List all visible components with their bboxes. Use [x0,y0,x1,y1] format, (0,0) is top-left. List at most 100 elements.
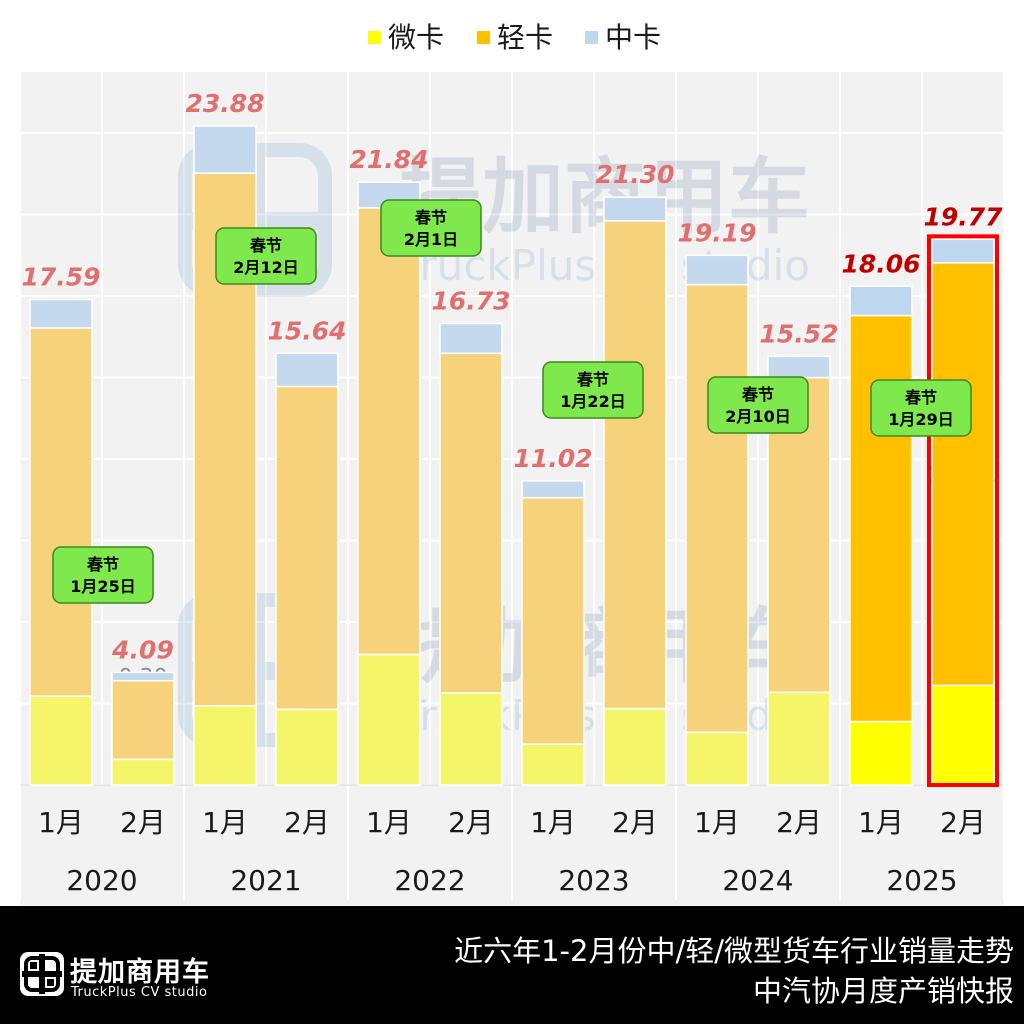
bar-segment-微卡 [439,692,503,786]
total-value-label: 23.88 [185,89,264,118]
x-tick-label: 2月 [940,806,986,839]
total-value-label: 15.64 [267,316,346,345]
bar-segment-轻卡 [931,262,995,687]
callout-box [380,199,482,257]
callout-label: 春节 [414,208,447,227]
year-label: 2021 [230,864,301,897]
bar-segment-中卡 [603,196,667,222]
logo-text-en: TruckPlus CV studio [71,985,208,1000]
total-value-label: 15.52 [759,319,838,348]
bar-segment-中卡 [849,285,913,317]
total-value-label: 16.73 [431,287,510,316]
callout-date: 2月10日 [725,407,790,426]
year-label: 2024 [722,864,793,897]
legend-swatch [477,31,490,44]
callout-box [215,227,317,285]
bar-segment-微卡 [111,758,175,786]
spring-festival-callout: 春节 1月29日 [870,379,972,437]
callout-box [542,361,644,419]
bar-segment-中卡 [275,352,339,388]
x-tick-label: 2月 [120,806,166,839]
spring-festival-callout: 春节 1月22日 [542,361,644,419]
bar-segment-轻卡 [685,283,749,734]
callout-label: 春节 [249,236,282,255]
callout-date: 1月25日 [70,577,135,596]
truckplus-logo-icon [20,952,64,996]
spring-festival-callout: 春节 2月12日 [215,227,317,285]
x-tick-label: 2月 [448,806,494,839]
bar-segment-轻卡 [357,207,421,656]
callout-box [52,546,154,604]
x-tick-label: 2月 [612,806,658,839]
total-value-label: 19.19 [677,218,756,247]
year-label: 2025 [886,864,957,897]
bar-segment-微卡 [357,653,421,786]
bar-segment-微卡 [193,705,257,786]
bar-segment-中卡 [29,298,93,329]
legend-label: 中卡 [605,21,661,54]
x-tick-label: 2月 [776,806,822,839]
footer-title: 近六年1-2月份中/轻/微型货车行业销量走势 [454,934,1014,968]
bar-segment-微卡 [521,743,585,786]
bar-segment-中卡 [521,480,585,499]
bar-segment-微卡 [931,684,995,786]
bar-segment-轻卡 [29,327,93,697]
footer-banner: 提加商用车 TruckPlus CV studio 近六年1-2月份中/轻/微型… [0,906,1024,1024]
legend-swatch [368,31,381,44]
bar-segment-中卡 [931,238,995,264]
year-label: 2023 [558,864,629,897]
bar-segment-微卡 [767,691,831,786]
bar-segment-轻卡 [439,352,503,694]
bar-segment-中卡 [767,355,831,379]
bar-segment-中卡 [685,254,749,286]
callout-date: 2月1日 [404,230,458,249]
callout-label: 春节 [904,388,937,407]
bar-segment-中卡 [111,671,175,682]
callout-label: 春节 [86,555,119,574]
total-value-label: 4.09 [111,635,174,664]
legend-label: 轻卡 [497,21,553,54]
bar-segment-微卡 [29,695,93,786]
bar-segment-微卡 [685,731,749,786]
bar-segment-微卡 [603,707,667,786]
spring-festival-callout: 春节 1月25日 [52,546,154,604]
callout-box [870,379,972,437]
total-value-label: 21.30 [595,160,674,189]
legend-label: 微卡 [388,21,444,54]
callout-label: 春节 [576,370,609,389]
bar-segment-轻卡 [603,220,667,710]
highlight-border [927,234,999,787]
callout-box [707,376,809,434]
x-tick-label: 1月 [694,806,740,839]
bar-segment-轻卡 [111,679,175,761]
bar-segment-中卡 [193,125,257,174]
legend: 微卡 轻卡 中卡 [368,21,661,54]
total-value-label: 19.77 [923,202,1003,231]
x-axis: 1月 2月 1月 2月 1月 2月 1月 2月 1月 2月 1月 2月 2020 2021 2022 2023… [19,784,1005,905]
bar-segment-微卡 [275,708,339,786]
bar-segment-微卡 [849,720,913,786]
total-value-label: 18.06 [841,249,920,278]
total-value-label: 21.84 [349,145,428,174]
total-value-label: 17.59 [21,263,100,292]
legend-swatch [585,31,598,44]
bar-segment-轻卡 [521,496,585,745]
logo-text-cn: 提加商用车 [70,957,210,988]
x-tick-label: 1月 [366,806,412,839]
spring-festival-callout: 春节 2月10日 [707,376,809,434]
x-tick-label: 1月 [858,806,904,839]
year-label: 2022 [394,864,465,897]
total-value-label: 11.02 [513,444,592,473]
bar-segment-轻卡 [849,314,913,723]
callout-label: 春节 [741,385,774,404]
x-tick-label: 1月 [530,806,576,839]
footer-subtitle: 中汽协月度产销快报 [752,974,1014,1008]
x-tick-label: 2月 [284,806,330,839]
callout-date: 1月29日 [888,410,953,429]
spring-festival-callout: 春节 2月1日 [380,199,482,257]
year-label: 2020 [66,864,137,897]
bar-segment-中卡 [439,322,503,355]
callout-date: 2月12日 [233,258,298,277]
x-tick-label: 1月 [202,806,248,839]
